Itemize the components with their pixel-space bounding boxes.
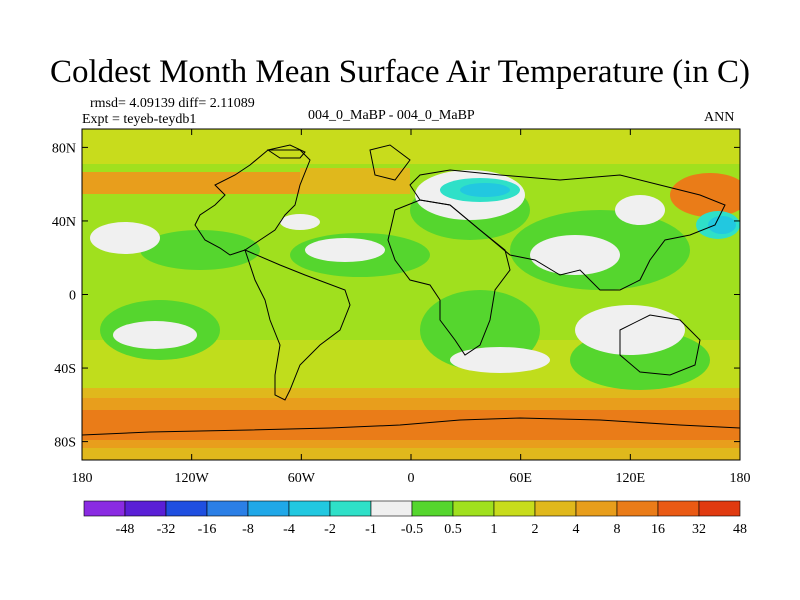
colorbar-swatch: [411, 500, 454, 517]
lat-tick-label: 80S: [54, 436, 76, 451]
colorbar-label: -48: [116, 522, 135, 537]
map-field: [82, 129, 740, 460]
colorbar-swatch: [534, 500, 577, 517]
colorbar-swatch: [288, 500, 331, 517]
lon-tick-label: 180: [72, 471, 93, 486]
colorbar-label: 16: [651, 522, 665, 537]
colorbar-label: -32: [157, 522, 176, 537]
lat-tick-label: 40S: [54, 362, 76, 377]
lat-tick-label: 40N: [52, 215, 76, 230]
lon-tick-label: 180: [730, 471, 751, 486]
colorbar-label: 1: [491, 522, 498, 537]
map-title: Coldest Month Mean Surface Air Temperatu…: [50, 54, 750, 90]
lat-tick-label: 0: [69, 289, 76, 304]
colorbar-label: 0.5: [444, 522, 462, 537]
season-text: ANN: [704, 110, 735, 125]
colorbar-swatch: [370, 500, 413, 517]
colorbar-label: -2: [324, 522, 336, 537]
colorbar-swatch: [493, 500, 536, 517]
lon-tick-label: 60E: [509, 471, 532, 486]
colorbar-label: 8: [614, 522, 621, 537]
lon-tick-label: 120E: [616, 471, 646, 486]
colorbar-label: -16: [198, 522, 217, 537]
colorbar-label: -8: [242, 522, 254, 537]
lon-tick-label: 120W: [175, 471, 210, 486]
colorbar: -48 -32 -16 -8 -4 -2 -1 -0.5 0.5 1 2 4 8 16 32 48: [83, 500, 747, 537]
experiment-text: Expt = teyeb-teydb1: [82, 112, 197, 127]
colorbar-label: -4: [283, 522, 295, 537]
colorbar-label: 4: [573, 522, 580, 537]
colorbar-swatch: [575, 500, 618, 517]
colorbar-swatch: [698, 500, 741, 517]
lon-tick-label: 0: [408, 471, 415, 486]
lat-tick-label: 80N: [52, 141, 76, 156]
comparison-text: 004_0_MaBP - 004_0_MaBP: [308, 108, 475, 123]
colorbar-swatch: [206, 500, 249, 517]
lon-tick-label: 60W: [288, 471, 316, 486]
longitude-axis: 180 120W 60W 0 60E 120E 180: [72, 129, 751, 486]
colorbar-swatch: [83, 500, 126, 517]
latitude-axis: 80N 40N 0 40S 80S: [52, 141, 740, 451]
colorbar-label: -0.5: [401, 522, 423, 537]
colorbar-swatch: [124, 500, 167, 517]
colorbar-swatch: [247, 500, 290, 517]
colorbar-swatch: [452, 500, 495, 517]
colorbar-label: 2: [532, 522, 539, 537]
colorbar-swatch: [165, 500, 208, 517]
colorbar-swatch: [657, 500, 700, 517]
colorbar-swatch: [329, 500, 372, 517]
colorbar-label: -1: [365, 522, 377, 537]
colorbar-label: 48: [733, 522, 747, 537]
rmsd-diff-text: rmsd= 4.09139 diff= 2.11089: [90, 96, 255, 111]
colorbar-label: 32: [692, 522, 706, 537]
colorbar-swatch: [616, 500, 659, 517]
